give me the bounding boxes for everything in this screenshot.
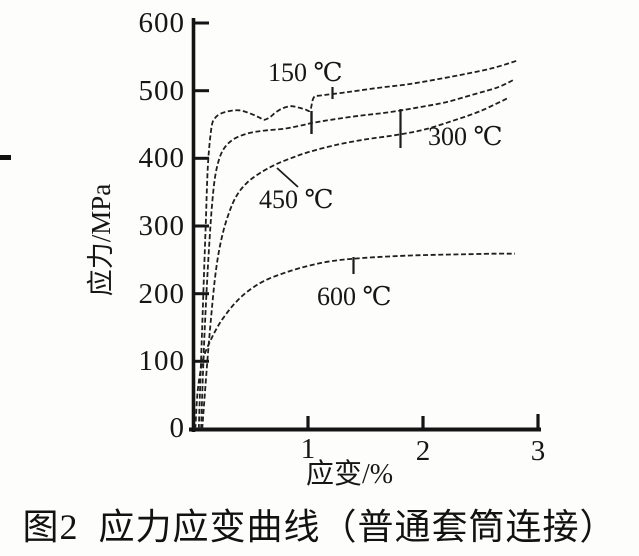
leader-line-450c <box>276 167 299 188</box>
curve-label-150c: 150 ℃ <box>268 58 343 87</box>
curve-150c <box>197 59 519 430</box>
x-tick-label-2: 2 <box>415 435 431 467</box>
y-tick-label-300: 300 <box>138 210 185 242</box>
curve-300c <box>200 78 516 430</box>
y-tick-label-400: 400 <box>138 142 185 174</box>
curve-label-600c: 600 ℃ <box>317 282 392 311</box>
curve-450c <box>201 96 510 430</box>
x-axis-title: 应变/% <box>306 459 394 490</box>
figure-caption: 图2 应力应变曲线（普通套筒连接） <box>22 507 617 547</box>
x-tick-label-1: 1 <box>300 433 316 465</box>
x-tick-label-3: 3 <box>530 435 546 467</box>
curve-600c <box>194 252 516 430</box>
y-tick-label-100: 100 <box>138 345 185 377</box>
y-tick-label-500: 500 <box>138 75 185 107</box>
y-axis-title: 应力/MPa <box>86 183 116 297</box>
curve-label-300c: 300 ℃ <box>428 122 503 151</box>
curves-group <box>194 59 519 430</box>
y-tick-label-0: 0 <box>169 412 185 444</box>
y-tick-label-200: 200 <box>138 278 185 310</box>
curve-label-450c: 450 ℃ <box>259 185 334 214</box>
y-tick-label-600: 600 <box>138 7 185 39</box>
